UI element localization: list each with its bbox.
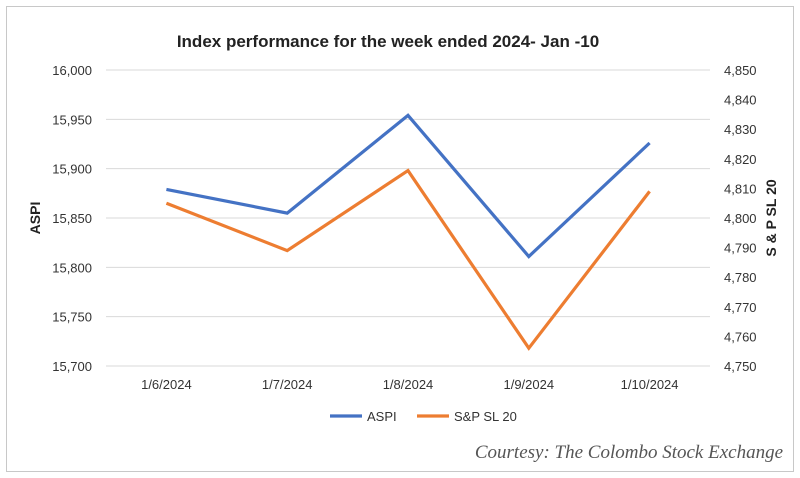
x-tick-label: 1/7/2024 [262, 377, 313, 392]
legend-label: ASPI [367, 409, 397, 424]
right-tick-label: 4,780 [724, 270, 757, 285]
left-tick-label: 15,850 [52, 211, 92, 226]
series-lines [165, 113, 651, 351]
left-tick-label: 15,750 [52, 310, 92, 325]
chart-title: Index performance for the week ended 202… [177, 32, 599, 51]
x-axis-ticks: 1/6/2024 1/7/2024 1/8/2024 1/9/2024 1/10/202… [141, 377, 678, 392]
legend-label: S&P SL 20 [454, 409, 517, 424]
right-axis-ticks: 4,750 4,760 4,770 4,780 4,790 4,800 4,810 4,820… [724, 63, 757, 374]
left-tick-label: 15,700 [52, 359, 92, 374]
series-line-aspi [166, 113, 651, 259]
right-tick-label: 4,750 [724, 359, 757, 374]
right-tick-label: 4,840 [724, 93, 757, 108]
chart-frame [6, 6, 794, 472]
legend: ASPI S&P SL 20 [330, 409, 517, 424]
left-tick-label: 16,000 [52, 63, 92, 78]
right-tick-label: 4,790 [724, 241, 757, 256]
x-tick-label: 1/8/2024 [383, 377, 434, 392]
right-tick-label: 4,820 [724, 152, 757, 167]
right-tick-label: 4,810 [724, 181, 757, 196]
x-tick-label: 1/6/2024 [141, 377, 192, 392]
left-tick-label: 15,900 [52, 162, 92, 177]
left-axis-label: ASPI [27, 202, 43, 235]
series-line-s-p-sl-20 [165, 168, 651, 351]
left-tick-label: 15,800 [52, 260, 92, 275]
x-tick-label: 1/9/2024 [503, 377, 554, 392]
right-tick-label: 4,830 [724, 122, 757, 137]
left-axis-ticks: 15,700 15,750 15,800 15,850 15,900 15,950 16,0… [52, 63, 92, 374]
x-tick-label: 1/10/2024 [621, 377, 679, 392]
right-tick-label: 4,850 [724, 63, 757, 78]
right-tick-label: 4,770 [724, 300, 757, 315]
left-tick-label: 15,950 [52, 112, 92, 127]
right-tick-label: 4,760 [724, 329, 757, 344]
gridlines [106, 69, 710, 367]
right-axis-label: S & P SL 20 [763, 179, 779, 257]
right-tick-label: 4,800 [724, 211, 757, 226]
credit-text: Courtesy: The Colombo Stock Exchange [475, 442, 783, 463]
